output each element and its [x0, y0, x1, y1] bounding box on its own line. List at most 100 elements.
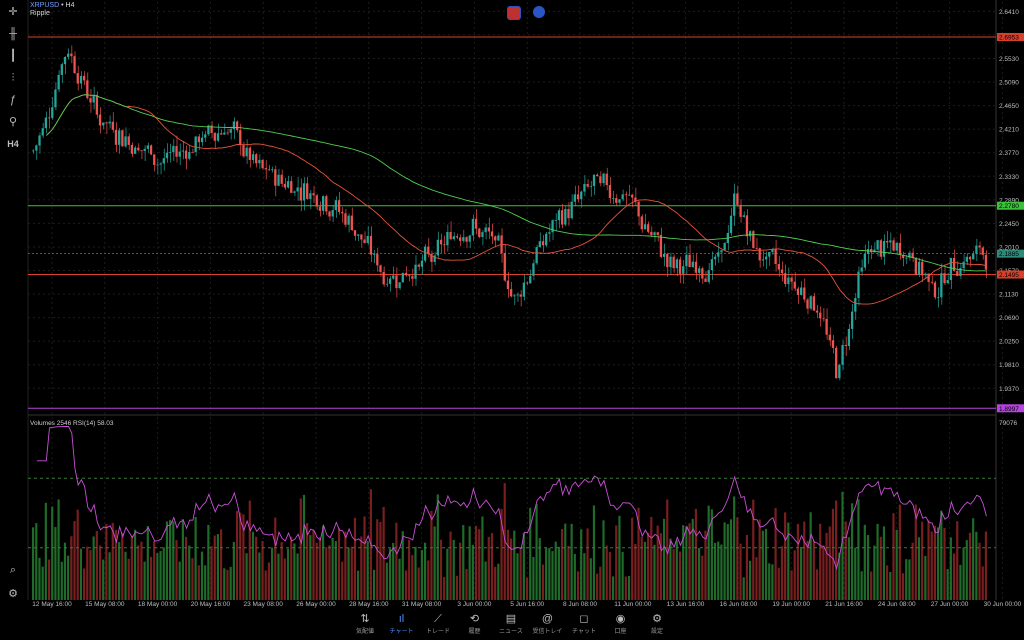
candle-body — [532, 263, 535, 276]
candle-body — [51, 107, 54, 118]
candle-body — [605, 173, 608, 186]
volume-bar — [274, 517, 277, 600]
volume-bar — [325, 547, 328, 600]
volume-bar — [793, 550, 796, 600]
nav-3[interactable]: ⟲ 履歴 — [455, 612, 495, 635]
candles[interactable] — [32, 45, 988, 381]
function-icon[interactable]: ƒ — [9, 94, 17, 106]
candle-body — [366, 235, 369, 243]
price-axis: 2.64102.59702.55302.50902.46502.42102.37… — [999, 9, 1019, 393]
candle-body — [873, 249, 876, 253]
price-level-tag — [997, 33, 1024, 41]
candle-body — [315, 195, 318, 207]
price-tick: 2.1130 — [999, 292, 1019, 299]
nav-icon: ▤ — [505, 613, 517, 625]
volume-bar — [216, 534, 220, 600]
volume-bar — [707, 505, 710, 600]
volume-bar — [576, 571, 580, 600]
price-levels[interactable]: 2.6953 2.2780 2.1885 2.1495 1.8997 — [28, 33, 1024, 413]
nav-7[interactable]: ◉ 口座 — [601, 612, 641, 635]
candle-body — [965, 256, 968, 262]
candle-body — [809, 296, 812, 309]
trade-panel-icon[interactable] — [507, 6, 521, 20]
timeframe-button[interactable]: H4 — [7, 139, 19, 149]
volume-bar — [114, 530, 118, 600]
volume-bar — [698, 547, 701, 600]
volume-bar — [742, 577, 745, 600]
candle-body — [739, 204, 742, 217]
volume-bar — [423, 542, 427, 600]
volume-bar — [277, 553, 280, 600]
candle-body — [962, 261, 965, 269]
volume-bar — [761, 530, 764, 600]
volume-bar — [258, 552, 261, 600]
candle-body — [812, 296, 816, 311]
volume-bar — [965, 540, 968, 600]
volume-bar — [401, 531, 404, 600]
objects-icon[interactable]: ⚲ — [8, 116, 18, 128]
candle-body — [433, 255, 436, 262]
candle-body — [933, 282, 937, 298]
candle-body — [76, 73, 79, 84]
volume-bar — [344, 531, 347, 600]
left-toolbar: ✛ ╫ ┃ ⫶ ƒ ⚲ H4 ⌕ ⚙ — [0, 0, 26, 610]
candle-body — [972, 253, 975, 260]
candle-body — [796, 288, 800, 295]
settings-icon[interactable]: ⚙ — [8, 588, 18, 600]
volume-bar — [494, 566, 497, 600]
candles-icon[interactable]: ╫ — [9, 28, 17, 40]
price-level-value: 2.6953 — [999, 35, 1019, 42]
volume-bar — [140, 541, 143, 600]
zoom-icon[interactable]: ⌕ — [9, 564, 17, 576]
candle-body — [541, 241, 545, 246]
volume-bar — [334, 541, 337, 600]
candle-body — [659, 234, 663, 257]
candle-body — [471, 218, 475, 236]
candle-body — [643, 224, 647, 230]
volume-bar — [92, 536, 95, 600]
candle-body — [755, 247, 758, 249]
crosshair-icon[interactable]: ✛ — [8, 6, 18, 18]
candle-body — [650, 231, 653, 236]
volume-bar — [70, 536, 73, 600]
candle-body — [497, 235, 500, 241]
chart-canvas[interactable]: 2.64102.59702.55302.50902.46502.42102.37… — [0, 0, 1024, 610]
clock-icon[interactable] — [533, 6, 545, 18]
candle-body — [328, 211, 331, 217]
candle-body — [478, 228, 481, 237]
nav-0[interactable]: ⇅ 気配値 — [345, 612, 385, 635]
volume-bar — [121, 533, 124, 600]
candle-body — [165, 152, 169, 159]
nav-2[interactable]: ⟋ トレード — [418, 612, 458, 635]
nav-5[interactable]: @ 受信トレイ — [528, 612, 568, 635]
volume-bar — [946, 569, 949, 600]
volume-bar — [372, 569, 376, 600]
volume-bar — [930, 531, 933, 600]
volume-bar — [63, 542, 67, 600]
bars-icon[interactable]: ┃ — [9, 50, 17, 62]
indicators-icon[interactable]: ⫶ — [11, 72, 15, 84]
nav-icon: ⇅ — [360, 613, 370, 625]
volume-bar — [481, 516, 484, 600]
volume-bar — [350, 546, 353, 600]
candle-body — [89, 98, 92, 103]
candle-body — [560, 210, 564, 225]
candle-body — [118, 130, 121, 145]
candle-body — [835, 347, 838, 379]
nav-8[interactable]: ⚙ 設定 — [637, 612, 677, 635]
candle-body — [548, 232, 551, 234]
volume-bar — [634, 544, 637, 600]
candle-body — [175, 146, 178, 157]
candle-body — [417, 264, 420, 267]
candle-body — [745, 215, 749, 237]
nav-4[interactable]: ▤ ニュース — [491, 612, 531, 635]
bottom-nav: ⇅ 気配値 ıl チャート ⟋ トレード ⟲ 履歴 ▤ ニュース @ 受信トレイ ◻ チャット ◉ 口座 ⚙ 設定 — [0, 610, 1024, 640]
volume-bar — [102, 559, 105, 600]
volume-bar — [522, 533, 525, 600]
volume-bar — [497, 563, 500, 600]
candle-body — [940, 273, 943, 298]
candle-body — [943, 273, 946, 284]
candle-body — [347, 215, 350, 225]
nav-6[interactable]: ◻ チャット — [564, 612, 604, 635]
nav-1[interactable]: ıl チャート — [382, 612, 422, 635]
